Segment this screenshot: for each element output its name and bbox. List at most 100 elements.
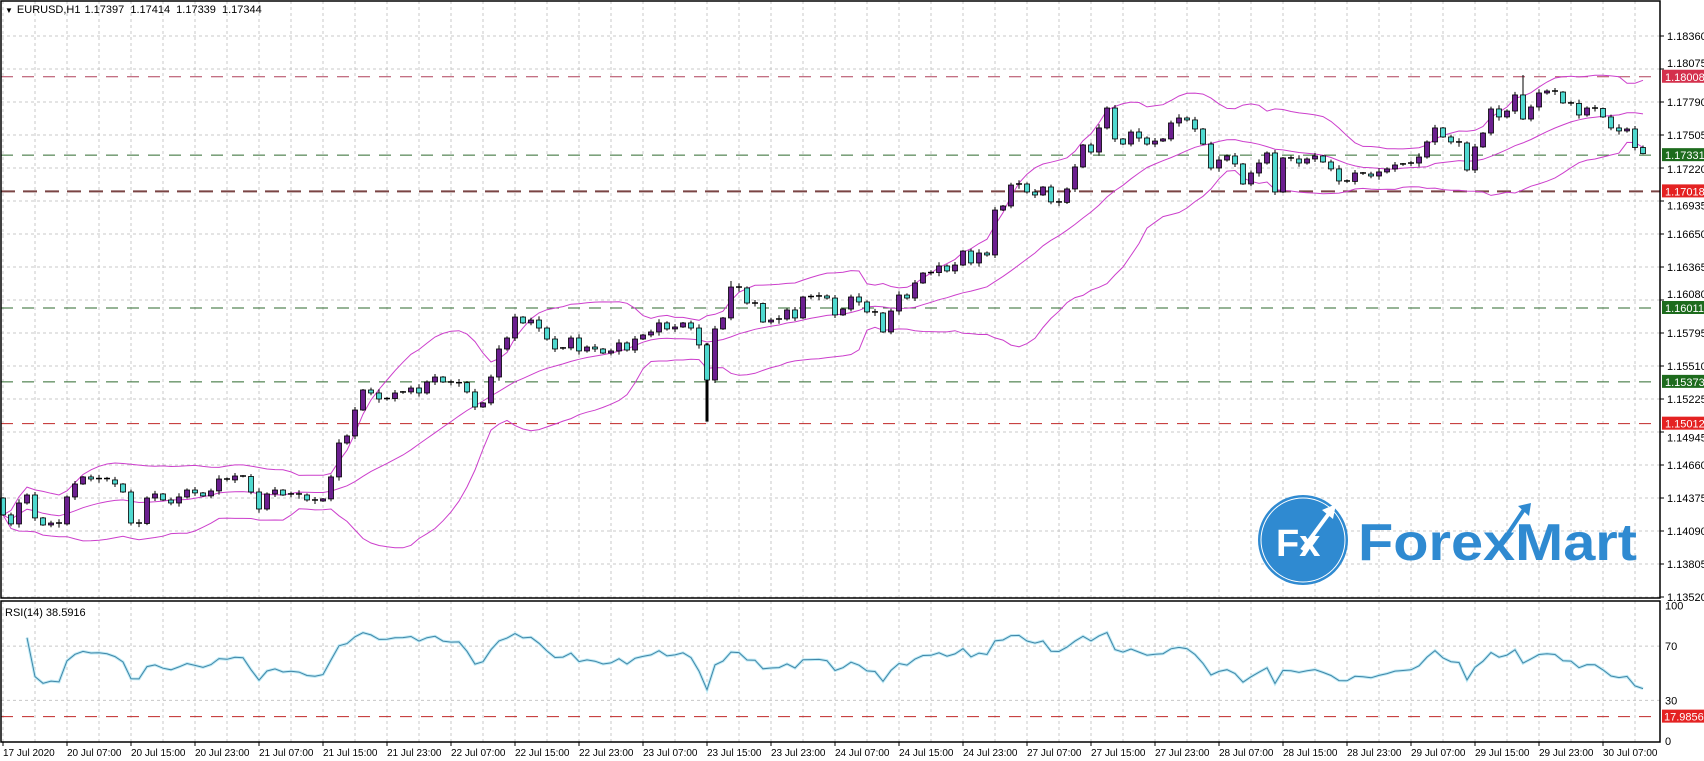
candle <box>776 315 782 324</box>
candle-body-bull <box>1176 117 1182 124</box>
candle <box>1304 157 1310 165</box>
candle <box>1464 141 1470 172</box>
candle <box>176 493 182 507</box>
candle <box>656 319 662 336</box>
candle-body-bull <box>1376 171 1382 177</box>
candle <box>1216 156 1222 172</box>
candle <box>1600 107 1606 118</box>
candle-body-bull <box>504 337 510 350</box>
candle <box>1200 128 1206 145</box>
candle <box>8 512 14 527</box>
symbol-timeframe: EURUSD,H1 <box>16 4 81 16</box>
candle <box>544 326 550 341</box>
time-tick-label: 28 Jul 15:00 <box>1283 748 1338 759</box>
bollinger-upper-band <box>2 74 1644 516</box>
candle <box>560 347 566 350</box>
candle <box>280 489 286 496</box>
candle-body-bear <box>1368 173 1374 177</box>
candle-body-bear <box>592 346 598 350</box>
candle <box>1184 116 1190 122</box>
candle-body-bear <box>880 312 886 333</box>
candle <box>1520 75 1526 120</box>
time-tick-label: 20 Jul 15:00 <box>131 748 186 759</box>
candle-body-bull <box>320 498 326 502</box>
candle <box>240 475 246 478</box>
candle <box>1288 155 1294 162</box>
candle <box>800 296 806 319</box>
candle-body-bull <box>344 435 350 444</box>
price-tick-label: 1.17505 <box>1667 130 1704 142</box>
candle-body-bull <box>952 264 958 272</box>
candle-body-bull <box>24 494 30 504</box>
candle-body-bear <box>1208 143 1214 169</box>
candle <box>392 389 398 402</box>
time-tick-label: 27 Jul 23:00 <box>1155 748 1210 759</box>
candle <box>344 434 350 445</box>
chart-header: ▼ EURUSD,H1 1.17397 1.17414 1.17339 1.17… <box>5 4 265 16</box>
candle <box>1016 180 1022 189</box>
candle <box>664 321 670 331</box>
candle <box>1584 106 1590 117</box>
candle-body-bear <box>1496 108 1502 118</box>
candle <box>1096 124 1102 156</box>
candle <box>592 344 598 352</box>
candle <box>1320 155 1326 163</box>
price-level-label: 1.17018 <box>1665 186 1704 198</box>
time-tick-label: 29 Jul 23:00 <box>1539 748 1594 759</box>
time-tick-label: 28 Jul 23:00 <box>1347 748 1402 759</box>
candle <box>552 336 558 352</box>
price-tick-label: 1.16650 <box>1667 229 1704 241</box>
candle <box>840 308 846 316</box>
candle <box>752 300 758 307</box>
candle-body-bear <box>1320 155 1326 163</box>
candle-body-bear <box>520 316 526 324</box>
candle-body-bull <box>480 402 486 408</box>
candle <box>712 325 718 384</box>
rsi-panel-border <box>0 600 1661 743</box>
grid <box>1 1 1660 742</box>
candle-body-bull <box>80 476 86 485</box>
horizontal-levels[interactable] <box>1 76 1660 718</box>
high-value: 1.17414 <box>130 4 171 16</box>
candle-body-bear <box>1464 142 1470 171</box>
level-labels: 1.18008 1.17331 1.17018 1.16011 1.15373 1.150… <box>1662 69 1704 724</box>
candle <box>1608 114 1614 131</box>
candle <box>952 262 958 274</box>
candle <box>1088 142 1094 155</box>
candle-body-bear <box>544 327 550 340</box>
time-tick-label: 29 Jul 15:00 <box>1475 748 1530 759</box>
price-level-label-bg <box>1662 300 1704 314</box>
candle-body-bull <box>176 496 182 504</box>
candle <box>528 317 534 326</box>
price-tick-label: 1.18360 <box>1667 31 1704 43</box>
candle <box>264 492 270 511</box>
time-tick-label: 23 Jul 23:00 <box>771 748 826 759</box>
candle-body-bull <box>1128 131 1134 145</box>
time-tick-label: 17 Jul 2020 <box>3 748 55 759</box>
open-value: 1.17397 <box>84 4 125 16</box>
candle <box>184 488 190 499</box>
candle-body-bull <box>720 317 726 330</box>
candle <box>1048 184 1054 205</box>
candle-body-bull <box>272 489 278 495</box>
candle <box>1456 138 1462 147</box>
candle <box>16 499 22 528</box>
candle <box>744 286 750 305</box>
candle <box>1024 182 1030 194</box>
candle-body-bull <box>992 209 998 256</box>
candle-body-bear <box>40 517 46 526</box>
candle <box>632 336 638 354</box>
logo-text-arrow-head-icon <box>1518 503 1531 516</box>
candle-body-bull <box>840 308 846 316</box>
rsi-line <box>26 631 1644 692</box>
candle-body-bear <box>248 476 254 493</box>
time-tick-label: 20 Jul 23:00 <box>195 748 250 759</box>
candle <box>432 373 438 385</box>
dropdown-triangle-icon[interactable]: ▼ <box>5 5 13 15</box>
candle-body-bull <box>616 342 622 352</box>
candle-body-bull <box>608 350 614 354</box>
candle-body-bull <box>1304 158 1310 164</box>
candle <box>1560 91 1566 104</box>
candle-body-bull <box>648 331 654 336</box>
